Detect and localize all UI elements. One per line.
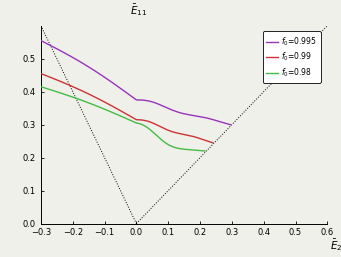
Text: $\bar{E}_{22}$: $\bar{E}_{22}$ [330,237,341,253]
Legend: $f_0$=0.995, $f_0$=0.99, $f_0$=0.98: $f_0$=0.995, $f_0$=0.99, $f_0$=0.98 [263,32,321,83]
Text: $\bar{E}_{11}$: $\bar{E}_{11}$ [130,2,147,18]
